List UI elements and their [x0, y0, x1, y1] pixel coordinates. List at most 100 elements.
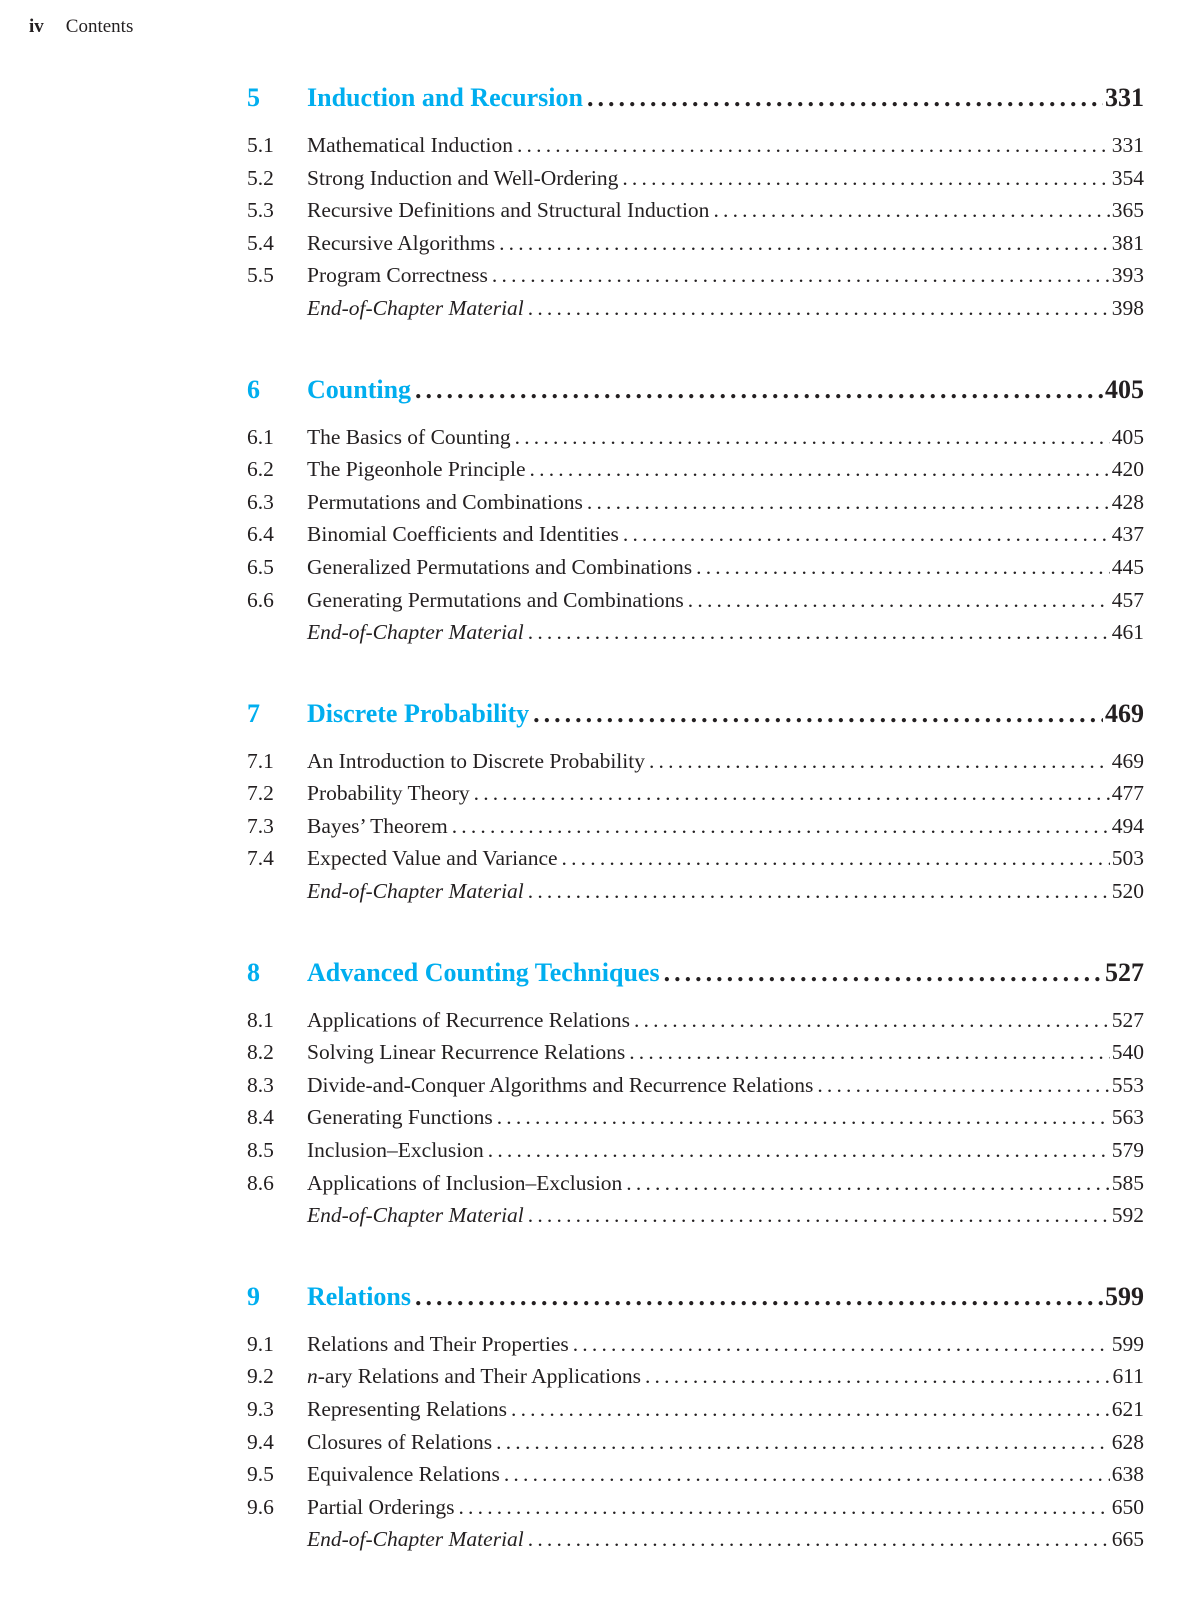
section-title: n-ary Relations and Their Applications	[307, 1360, 645, 1393]
section-entry[interactable]: 9.1 Relations and Their Properties 599	[247, 1328, 1144, 1361]
section-title-text: Bayes’ Theorem	[307, 813, 448, 838]
chapter-title: Relations	[307, 1281, 411, 1311]
section-title: Inclusion–Exclusion	[307, 1134, 488, 1167]
section-entry[interactable]: 8.3 Divide-and-Conquer Algorithms and Rec…	[247, 1069, 1144, 1102]
section-title-text: Probability Theory	[307, 781, 470, 806]
section-entry[interactable]: 8.2 Solving Linear Recurrence Relations 54…	[247, 1036, 1144, 1069]
section-entry[interactable]: 8.5 Inclusion–Exclusion 579	[247, 1134, 1144, 1167]
section-entry[interactable]: 8.6 Applications of Inclusion–Exclusion 58…	[247, 1167, 1144, 1200]
section-entry[interactable]: 7.3 Bayes’ Theorem 494	[247, 810, 1144, 843]
chapter-number: 7	[247, 698, 260, 728]
section-title-text: Inclusion–Exclusion	[307, 1138, 484, 1162]
section-title: Generating Permutations and Combinations	[307, 584, 688, 617]
end-of-chapter-entry[interactable]: End-of-Chapter Material 398	[247, 292, 1144, 325]
section-entry[interactable]: 6.6 Generating Permutations and Combinati…	[247, 584, 1144, 617]
chapter-heading[interactable]: 8 Advanced Counting Techniques 527	[247, 957, 1144, 990]
section-entry[interactable]: 9.3 Representing Relations 621	[247, 1393, 1144, 1426]
section-entry[interactable]: 5.4 Recursive Algorithms 381	[247, 227, 1144, 260]
section-number: 8.2	[247, 1040, 274, 1065]
section-title-text: Expected Value and Variance	[307, 846, 558, 871]
section-entry[interactable]: 9.6 Partial Orderings 650	[247, 1491, 1144, 1524]
section-number: 8.1	[247, 1007, 274, 1032]
section-title-text: Recursive Definitions and Structural Ind…	[307, 198, 710, 223]
section-title-text: Solving Linear Recurrence Relations	[307, 1040, 626, 1065]
section-page: 599	[1111, 1331, 1144, 1356]
section-entry[interactable]: 9.2 n-ary Relations and Their Application…	[247, 1360, 1144, 1393]
section-entry[interactable]: 5.3 Recursive Definitions and Structural …	[247, 194, 1144, 227]
section-entry[interactable]: 5.5 Program Correctness 393	[247, 259, 1144, 292]
section-title: Permutations and Combinations	[307, 486, 587, 519]
section-page: 461	[1111, 620, 1144, 645]
chapter-heading[interactable]: 6 Counting 405	[247, 374, 1144, 407]
leader-dots	[528, 1523, 1110, 1556]
chapter-heading[interactable]: 7 Discrete Probability 469	[247, 698, 1144, 731]
section-entry[interactable]: 6.3 Permutations and Combinations 428	[247, 486, 1144, 519]
section-page: 457	[1111, 587, 1144, 612]
end-of-chapter-entry[interactable]: End-of-Chapter Material 592	[247, 1199, 1144, 1232]
section-page: 638	[1111, 1462, 1144, 1487]
chapter-heading[interactable]: 9 Relations 599	[247, 1281, 1144, 1314]
leader-dots	[517, 129, 1110, 162]
section-page: 621	[1111, 1396, 1144, 1421]
section-page: 665	[1111, 1527, 1144, 1552]
section-entry[interactable]: 6.1 The Basics of Counting 405	[247, 421, 1144, 454]
section-entry[interactable]: 7.1 An Introduction to Discrete Probabili…	[247, 745, 1144, 778]
end-of-chapter-entry[interactable]: End-of-Chapter Material 461	[247, 616, 1144, 649]
section-entry[interactable]: 8.1 Applications of Recurrence Relations 5…	[247, 1004, 1144, 1037]
section-number: 9.1	[247, 1331, 274, 1356]
leader-dots	[415, 374, 1103, 407]
chapter-number: 9	[247, 1281, 260, 1311]
chapter-page: 331	[1105, 83, 1144, 112]
chapter-page: 469	[1105, 698, 1144, 728]
section-page: 611	[1112, 1364, 1144, 1389]
section-number: 6.5	[247, 554, 274, 579]
section-title-text: Divide-and-Conquer Algorithms and Recurr…	[307, 1072, 814, 1097]
section-page: 585	[1111, 1170, 1144, 1195]
section-number: 5.1	[247, 132, 274, 157]
end-of-chapter-entry[interactable]: End-of-Chapter Material 665	[247, 1523, 1144, 1556]
section-title-text: Applications of Recurrence Relations	[307, 1007, 630, 1032]
section-number: 8.3	[247, 1072, 274, 1097]
chapter-number: 5	[247, 83, 260, 112]
section-title: The Pigeonhole Principle	[307, 453, 530, 486]
section-title-text: Generalized Permutations and Combination…	[307, 554, 693, 579]
chapter-title: Counting	[307, 374, 412, 404]
section-title: Closures of Relations	[307, 1426, 496, 1459]
section-title-text: Applications of Inclusion–Exclusion	[307, 1170, 623, 1195]
section-entry[interactable]: 5.1 Mathematical Induction 331	[247, 129, 1144, 162]
section-title: Solving Linear Recurrence Relations	[307, 1036, 629, 1069]
chapter-heading[interactable]: 5 Induction and Recursion 331	[247, 82, 1144, 115]
section-entry[interactable]: 8.4 Generating Functions 563	[247, 1101, 1144, 1134]
leader-dots	[528, 1199, 1110, 1232]
section-title: Program Correctness	[307, 259, 492, 292]
section-entry[interactable]: 6.4 Binomial Coefficients and Identities 4…	[247, 518, 1144, 551]
section-entry[interactable]: 5.2 Strong Induction and Well-Ordering 354	[247, 162, 1144, 195]
section-number: 9.4	[247, 1429, 274, 1454]
section-title-text: End-of-Chapter Material	[307, 1527, 524, 1552]
chapter-block: 9 Relations 599 9.1 Relations and Their Prop…	[247, 1281, 1144, 1556]
section-entry[interactable]: 7.2 Probability Theory 477	[247, 777, 1144, 810]
section-entry[interactable]: 9.4 Closures of Relations 628	[247, 1426, 1144, 1459]
chapter-page: 599	[1105, 1281, 1144, 1311]
section-title-text: Strong Induction and Well-Ordering	[307, 165, 619, 190]
leader-dots	[474, 777, 1110, 810]
end-of-chapter-entry[interactable]: End-of-Chapter Material 520	[247, 875, 1144, 908]
section-title: Expected Value and Variance	[307, 842, 562, 875]
section-number: 5.5	[247, 263, 274, 288]
section-number: 6.2	[247, 457, 274, 482]
section-entry[interactable]: 6.2 The Pigeonhole Principle 420	[247, 453, 1144, 486]
section-entry[interactable]: 6.5 Generalized Permutations and Combinat…	[247, 551, 1144, 584]
section-number: 5.2	[247, 165, 274, 190]
section-page: 437	[1111, 522, 1144, 547]
section-number: 7.3	[247, 813, 274, 838]
section-page: 331	[1111, 132, 1144, 157]
section-title-text: The Pigeonhole Principle	[307, 457, 526, 482]
section-entry[interactable]: 9.5 Equivalence Relations 638	[247, 1458, 1144, 1491]
section-entry[interactable]: 7.4 Expected Value and Variance 503	[247, 842, 1144, 875]
leader-dots	[713, 194, 1109, 227]
section-title: Bayes’ Theorem	[307, 810, 452, 843]
section-title-text: Recursive Algorithms	[307, 230, 496, 255]
section-title-text: The Basics of Counting	[307, 424, 511, 449]
section-title: Representing Relations	[307, 1393, 511, 1426]
leader-dots	[415, 1281, 1103, 1314]
